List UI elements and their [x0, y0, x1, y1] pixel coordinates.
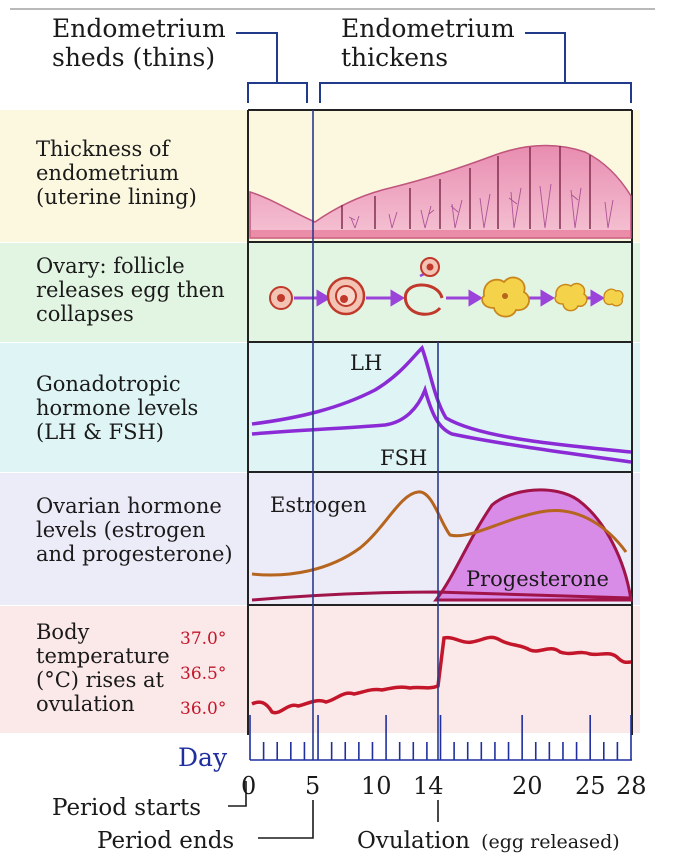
row-label-ovary: Ovary: follicle releases egg then collap… — [36, 254, 225, 326]
top-rule — [10, 8, 655, 10]
endometrium-lining — [249, 144, 632, 239]
day-tick-label: 5 — [305, 772, 320, 800]
day-tick-label: 14 — [413, 772, 444, 800]
ovulation-note: (egg released) — [481, 831, 620, 853]
temperature-curve — [251, 635, 632, 715]
day-tick-label: 25 — [575, 772, 606, 800]
day-tick-label: 10 — [361, 772, 392, 800]
row-label-line: (uterine lining) — [36, 185, 197, 209]
gonadotropic-curves — [251, 344, 632, 464]
chart-frame — [247, 109, 633, 735]
header-thickens: Endometrium thickens — [341, 14, 515, 72]
lh-label: LH — [350, 351, 382, 375]
row-label-line: collapses — [36, 302, 134, 326]
row-label-temperature: Body temperature (°C) rises at ovulation — [36, 620, 170, 716]
fsh-curve — [251, 384, 632, 464]
row-label-line: (LH & FSH) — [36, 420, 164, 444]
row-label-endometrium: Thickness of endometrium (uterine lining… — [36, 137, 197, 209]
band-temperature — [0, 606, 640, 733]
header-thickens-line2: thickens — [341, 43, 449, 72]
row-label-gonadotropic: Gonadotropic hormone levels (LH & FSH) — [36, 372, 198, 444]
ovarian-hormone-curves — [251, 488, 633, 602]
row-label-line: (°C) rises at — [36, 668, 164, 692]
row-label-line: Ovary: follicle — [36, 254, 185, 278]
row-label-line: hormone levels — [36, 396, 199, 420]
ovulation-label: Ovulation (egg released) — [357, 828, 620, 854]
row-label-line: Thickness of — [36, 137, 170, 161]
follicle-sequence — [269, 257, 624, 318]
row-label-line: ovulation — [36, 692, 135, 716]
row-label-line: and progesterone) — [36, 542, 233, 566]
period-starts-connector — [228, 781, 247, 807]
fsh-label: FSH — [380, 446, 427, 470]
period-ends-connector — [258, 800, 314, 839]
day-tick-label: 0 — [241, 772, 256, 800]
row-label-line: Ovarian hormone — [36, 494, 222, 518]
row-label-line: levels (estrogen — [36, 518, 206, 542]
progesterone-label: Progesterone — [466, 567, 609, 591]
day-tick-label: 20 — [512, 772, 543, 800]
temp-tick-37: 37.0° — [180, 629, 226, 649]
day-ticks — [249, 715, 632, 760]
header-sheds-line2: sheds (thins) — [52, 43, 216, 72]
lh-curve — [251, 344, 632, 454]
period-ends-label: Period ends — [97, 828, 234, 854]
row-label-line: releases egg then — [36, 278, 225, 302]
row-label-line: temperature — [36, 644, 170, 668]
progesterone-baseline — [251, 590, 632, 602]
day-tick-labels: 0 5 10 14 20 25 28 — [241, 772, 647, 800]
bracket-sheds — [236, 32, 308, 103]
band-gonadotropic — [0, 343, 640, 472]
bracket-thickens — [319, 32, 632, 103]
period-starts-label: Period starts — [52, 795, 201, 821]
temp-tick-36-5: 36.5° — [180, 664, 226, 684]
row-label-ovarian: Ovarian hormone levels (estrogen and pro… — [36, 494, 233, 566]
row-label-line: Body — [36, 620, 90, 644]
estrogen-curve — [251, 490, 628, 577]
day-tick-label: 28 — [616, 772, 647, 800]
header-thickens-line1: Endometrium — [341, 14, 515, 43]
row-label-line: endometrium — [36, 161, 180, 185]
ovulation-word: Ovulation — [357, 828, 470, 854]
estrogen-label: Estrogen — [270, 493, 367, 517]
temp-tick-36: 36.0° — [180, 699, 226, 719]
row-label-line: Gonadotropic — [36, 372, 181, 396]
day-label: Day — [178, 743, 228, 772]
header-sheds: Endometrium sheds (thins) — [52, 14, 226, 72]
header-sheds-line1: Endometrium — [52, 14, 226, 43]
